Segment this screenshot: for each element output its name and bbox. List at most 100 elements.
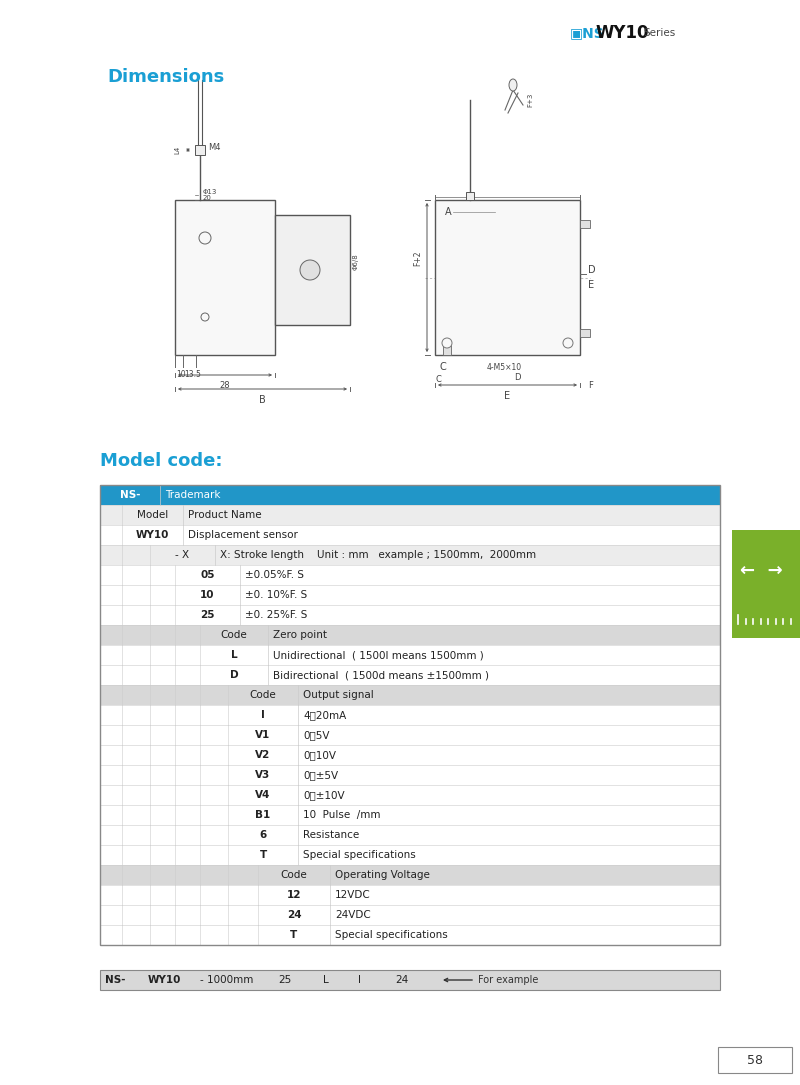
Text: V3: V3: [255, 770, 270, 780]
Text: B: B: [259, 395, 266, 405]
Circle shape: [201, 312, 209, 321]
Text: 12VDC: 12VDC: [335, 890, 370, 899]
Text: Trademark: Trademark: [165, 490, 221, 500]
Text: 4-M5×10: 4-M5×10: [487, 362, 522, 371]
Circle shape: [300, 260, 320, 280]
Bar: [100, 505, 720, 525]
Circle shape: [563, 339, 573, 348]
Bar: [100, 926, 720, 945]
Bar: [100, 845, 720, 865]
Text: 58: 58: [747, 1054, 763, 1067]
Text: X: Stroke length    Unit : mm   example ; 1500mm,  2000mm: X: Stroke length Unit : mm example ; 150…: [220, 550, 536, 560]
Bar: [100, 765, 720, 786]
Bar: [100, 905, 720, 926]
Text: C: C: [435, 375, 441, 384]
Text: 0～±5V: 0～±5V: [303, 770, 338, 780]
Text: 13.5: 13.5: [184, 370, 201, 379]
Bar: [100, 970, 720, 990]
Text: For example: For example: [478, 975, 538, 985]
Text: Special specifications: Special specifications: [303, 850, 416, 860]
Text: Product Name: Product Name: [188, 510, 262, 520]
Bar: [100, 665, 720, 685]
Text: - X: - X: [175, 550, 190, 560]
Text: V2: V2: [255, 750, 270, 759]
Text: Model: Model: [137, 510, 168, 520]
Text: Operating Voltage: Operating Voltage: [335, 870, 430, 880]
Text: 24VDC: 24VDC: [335, 910, 370, 920]
Text: WY10: WY10: [136, 529, 169, 540]
Text: Model code:: Model code:: [100, 452, 222, 470]
Text: Output signal: Output signal: [303, 690, 374, 700]
Text: Code: Code: [221, 630, 247, 640]
Text: Unidirectional  ( 1500l means 1500mm ): Unidirectional ( 1500l means 1500mm ): [273, 650, 484, 660]
Text: NS-: NS-: [120, 490, 140, 500]
Bar: [100, 585, 720, 605]
Text: D: D: [230, 671, 238, 680]
Bar: [100, 625, 720, 644]
Text: WY10: WY10: [596, 24, 650, 42]
Ellipse shape: [509, 79, 517, 91]
Bar: [100, 605, 720, 625]
Bar: [100, 485, 720, 945]
Bar: [580, 220, 590, 228]
Text: T: T: [259, 850, 266, 860]
Text: E: E: [588, 280, 594, 291]
Text: ±0. 10%F. S: ±0. 10%F. S: [245, 590, 307, 600]
Text: Code: Code: [250, 690, 276, 700]
Text: 4～20mA: 4～20mA: [303, 710, 346, 720]
Bar: [435, 200, 580, 355]
Text: 20: 20: [203, 195, 212, 201]
Bar: [100, 565, 720, 585]
Bar: [718, 1047, 792, 1073]
Text: - 1000mm: - 1000mm: [200, 975, 254, 985]
Circle shape: [442, 339, 452, 348]
Text: Φ6/8: Φ6/8: [353, 254, 359, 270]
Bar: [100, 644, 720, 665]
Text: Φ13: Φ13: [203, 189, 218, 195]
Text: F+3: F+3: [527, 93, 533, 107]
Bar: [175, 200, 275, 355]
Text: Resistance: Resistance: [303, 830, 359, 840]
Text: Dimensions: Dimensions: [107, 68, 224, 86]
Text: Bidirectional  ( 1500d means ±1500mm ): Bidirectional ( 1500d means ±1500mm ): [273, 671, 489, 680]
Text: ←  →: ← →: [740, 562, 782, 580]
Text: 28: 28: [220, 381, 230, 390]
Text: M4: M4: [208, 143, 221, 153]
Text: L: L: [323, 975, 329, 985]
Bar: [732, 529, 800, 638]
Text: L: L: [230, 650, 238, 660]
Text: V1: V1: [255, 730, 270, 740]
Bar: [275, 215, 350, 326]
Bar: [100, 685, 720, 705]
Bar: [195, 145, 205, 155]
Bar: [100, 825, 720, 845]
Text: 0～5V: 0～5V: [303, 730, 330, 740]
Text: E: E: [505, 391, 510, 401]
Text: ±0.05%F. S: ±0.05%F. S: [245, 570, 304, 580]
Text: ▣NS: ▣NS: [570, 26, 605, 40]
Text: A: A: [445, 207, 452, 217]
Text: B1: B1: [255, 810, 270, 820]
Bar: [100, 705, 720, 725]
Text: 25: 25: [278, 975, 291, 985]
Bar: [443, 345, 451, 355]
Text: I: I: [261, 710, 265, 720]
Text: 10  Pulse  /mm: 10 Pulse /mm: [303, 810, 381, 820]
Text: F: F: [588, 381, 593, 390]
Text: T: T: [290, 930, 298, 940]
Text: Special specifications: Special specifications: [335, 930, 448, 940]
Text: 05: 05: [200, 570, 214, 580]
Text: L4: L4: [174, 145, 180, 154]
Text: Series: Series: [643, 28, 675, 38]
Text: 24: 24: [286, 910, 302, 920]
Text: 10: 10: [176, 370, 186, 379]
Text: 25: 25: [200, 610, 214, 620]
Bar: [100, 805, 720, 825]
Circle shape: [199, 232, 211, 244]
Text: V4: V4: [255, 790, 270, 800]
Text: D: D: [514, 372, 520, 382]
Text: ±0. 25%F. S: ±0. 25%F. S: [245, 610, 307, 620]
Text: Displacement sensor: Displacement sensor: [188, 529, 298, 540]
Bar: [580, 329, 590, 337]
Text: C: C: [439, 362, 446, 372]
